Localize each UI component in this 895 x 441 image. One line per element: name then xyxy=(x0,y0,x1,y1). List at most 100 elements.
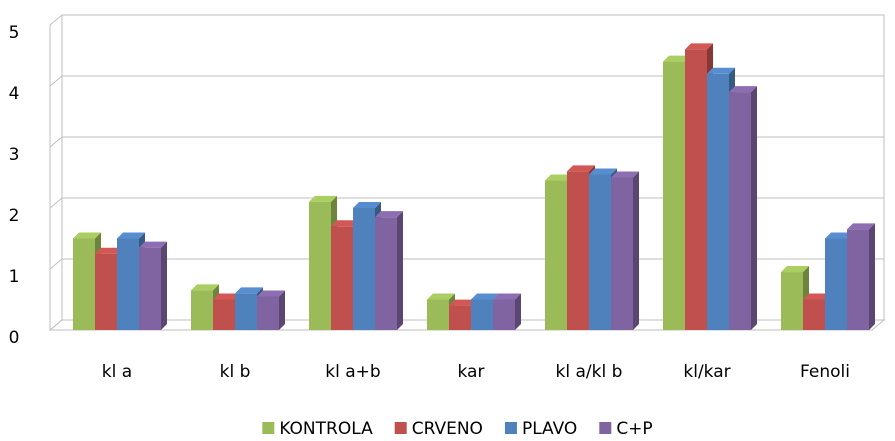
bar-top xyxy=(825,232,853,239)
y-tick-label: 4 xyxy=(9,84,20,104)
legend-swatch xyxy=(504,422,517,434)
y-tick-label: 5 xyxy=(9,23,20,43)
legend-label: PLAVO xyxy=(522,419,577,439)
bar-top xyxy=(191,284,219,291)
x-tick-label: kl a xyxy=(102,362,132,382)
bar xyxy=(781,272,803,330)
legend-swatch xyxy=(599,422,612,434)
legend: KONTROLA CRVENO PLAVO C+P xyxy=(262,419,653,439)
bar-side xyxy=(869,223,875,330)
legend-swatch xyxy=(262,422,275,434)
bar-top xyxy=(707,67,735,74)
bar xyxy=(611,177,633,330)
bar xyxy=(191,290,213,330)
bar xyxy=(95,253,117,330)
bar-side xyxy=(397,211,403,330)
legend-label: C+P xyxy=(616,419,652,439)
bar-side xyxy=(633,171,639,330)
bar xyxy=(545,180,567,330)
bar-3d xyxy=(375,211,403,330)
bar-top xyxy=(685,43,713,50)
bar xyxy=(685,49,707,331)
bar xyxy=(803,299,825,330)
x-tick-label: kl a/kl b xyxy=(556,362,623,382)
bar-top xyxy=(611,171,639,178)
bar-top xyxy=(567,165,595,172)
bar xyxy=(139,247,161,330)
bar xyxy=(729,92,751,330)
bar-top xyxy=(95,247,123,254)
bar-top xyxy=(139,241,167,248)
y-tick-label: 3 xyxy=(9,145,20,165)
bar xyxy=(257,296,279,330)
bar xyxy=(73,238,95,330)
bar-side xyxy=(279,290,285,330)
bar xyxy=(117,238,139,330)
bar xyxy=(449,305,471,330)
bar xyxy=(663,61,685,330)
bar-side xyxy=(751,86,757,330)
grid-line-side xyxy=(49,197,63,209)
bar-top xyxy=(781,266,809,273)
back-wall xyxy=(61,14,885,321)
bar xyxy=(589,174,611,330)
bar-top xyxy=(729,86,757,93)
bar-top xyxy=(73,232,101,239)
grid-line-side xyxy=(49,75,63,87)
x-tick-label: Fenoli xyxy=(800,362,850,382)
legend-swatch xyxy=(394,422,407,434)
legend-label: CRVENO xyxy=(412,419,483,439)
bar xyxy=(213,299,235,330)
bar-top xyxy=(257,290,285,297)
grid-line-side xyxy=(49,258,63,270)
bar-top xyxy=(663,55,691,62)
bar-3d xyxy=(729,86,757,330)
x-tick-label: kl b xyxy=(220,362,251,382)
bar-top xyxy=(545,174,573,181)
x-tick-label: kl a+b xyxy=(325,362,380,382)
bar xyxy=(353,208,375,330)
bar xyxy=(375,217,397,330)
bar-top xyxy=(427,293,455,300)
bar xyxy=(309,201,331,330)
bar xyxy=(707,73,729,331)
bar xyxy=(493,299,515,330)
y-tick-label: 0 xyxy=(9,328,20,348)
bar-top xyxy=(235,287,263,294)
bar-top xyxy=(589,168,617,175)
grid-line-side xyxy=(49,136,63,148)
bar xyxy=(471,299,493,330)
bar-top xyxy=(331,220,359,227)
bar xyxy=(825,238,847,330)
bar-3d xyxy=(611,171,639,330)
grid-line-side xyxy=(49,14,63,26)
legend-label: KONTROLA xyxy=(279,419,373,439)
y-tick-label: 2 xyxy=(9,206,20,226)
bar xyxy=(331,226,353,330)
bar-3d xyxy=(493,293,521,330)
bar-top xyxy=(213,293,241,300)
bar xyxy=(847,229,869,330)
bar-3d xyxy=(257,290,285,330)
x-tick-label: kar xyxy=(458,362,485,382)
bar-side xyxy=(161,241,167,330)
bar xyxy=(235,293,257,330)
bar-top xyxy=(803,293,831,300)
grid-line-side xyxy=(49,319,63,331)
bar-top xyxy=(493,293,521,300)
bar xyxy=(427,299,449,330)
bar-top xyxy=(847,223,875,230)
bar-top xyxy=(471,293,499,300)
bar-top xyxy=(117,232,145,239)
bar-3d xyxy=(139,241,167,330)
bar xyxy=(567,171,589,330)
bar-top xyxy=(353,202,381,208)
bar-3d xyxy=(847,223,875,330)
bar-top xyxy=(375,211,403,218)
bar-side xyxy=(515,293,521,330)
x-tick-label: kl/kar xyxy=(683,362,730,382)
y-tick-label: 1 xyxy=(9,267,20,287)
bar-top xyxy=(449,299,477,306)
bar-top xyxy=(309,195,337,202)
